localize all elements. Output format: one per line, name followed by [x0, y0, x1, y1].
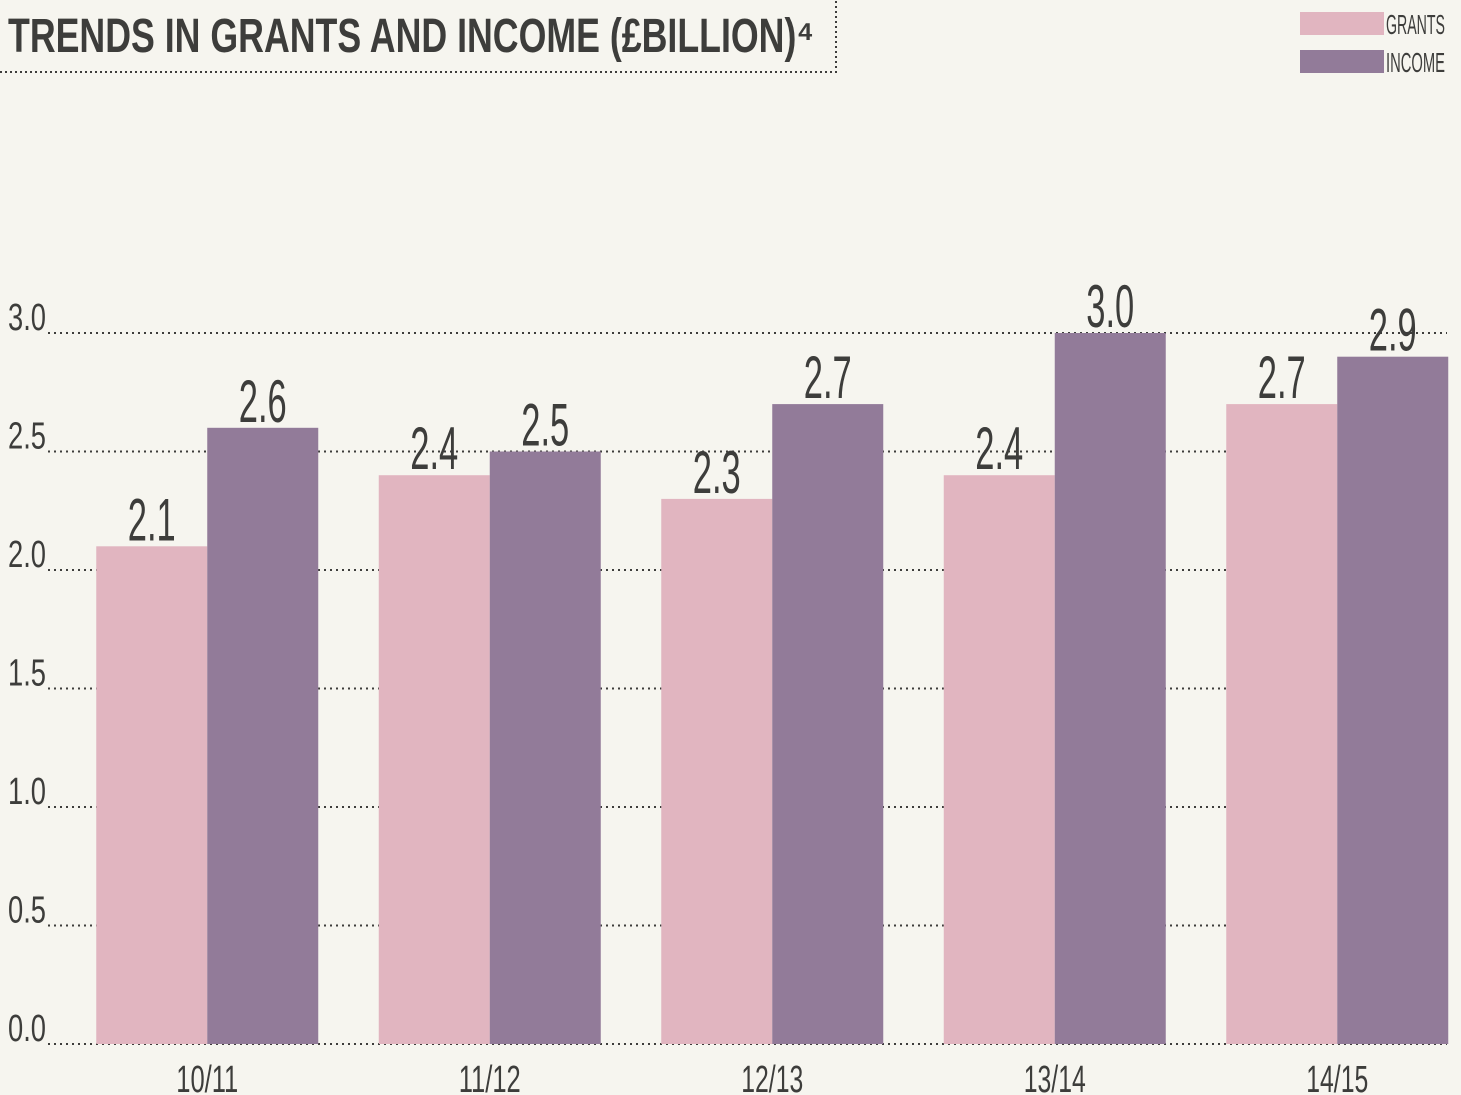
value-label: 2.6 — [239, 368, 287, 435]
y-tick-label: 0.5 — [8, 890, 46, 932]
title-frame — [0, 0, 837, 73]
legend-swatch — [1300, 12, 1384, 35]
x-tick-label: 11/12 — [459, 1059, 521, 1095]
x-tick-label: 10/11 — [176, 1059, 238, 1095]
x-tick-label: 14/15 — [1306, 1059, 1368, 1095]
value-label: 2.7 — [804, 344, 852, 411]
y-tick-label: 1.5 — [8, 653, 46, 695]
value-label: 2.3 — [693, 439, 741, 506]
y-tick-label: 3.0 — [8, 297, 46, 339]
bar — [772, 404, 884, 1045]
value-label: 2.9 — [1369, 297, 1417, 364]
legend-label: GRANTS — [1386, 9, 1445, 40]
value-label: 2.1 — [128, 486, 176, 553]
value-label: 2.4 — [410, 415, 458, 482]
y-tick-label: 2.0 — [8, 534, 46, 576]
y-tick-label: 0.0 — [8, 1008, 46, 1050]
value-label: 3.0 — [1086, 273, 1134, 340]
bar — [1337, 356, 1449, 1044]
y-tick-label: 2.5 — [8, 416, 46, 458]
y-tick-label: 1.0 — [8, 771, 46, 813]
value-label: 2.5 — [521, 392, 569, 459]
bar — [943, 475, 1055, 1044]
chart-title: TRENDS IN GRANTS AND INCOME (£BILLION)⁴ — [8, 10, 814, 63]
x-tick-label: 13/14 — [1024, 1059, 1086, 1095]
bar — [661, 498, 773, 1044]
bar — [207, 427, 319, 1044]
x-tick-label: 12/13 — [741, 1059, 803, 1095]
bar — [1226, 404, 1338, 1045]
value-label: 2.4 — [975, 415, 1023, 482]
legend-label: INCOME — [1386, 47, 1445, 78]
legend-swatch — [1300, 50, 1384, 73]
bar — [96, 546, 208, 1044]
bar — [378, 475, 490, 1044]
bar — [1054, 333, 1166, 1044]
value-label: 2.7 — [1258, 344, 1306, 411]
bar — [489, 451, 601, 1044]
